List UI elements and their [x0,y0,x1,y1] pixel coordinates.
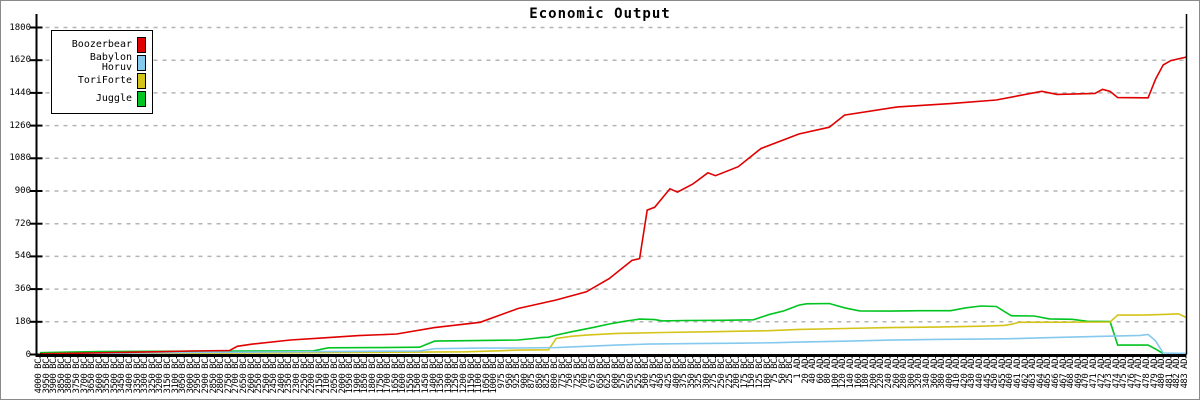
legend-item-babylon-horuv: Babylon Horuv [56,52,146,73]
legend-item-toriforte: ToriForte [56,72,146,90]
y-axis-label: 0 [25,349,31,360]
y-axis-label: 1620 [9,55,31,66]
x-axis-label: 483 AD [1180,359,1190,389]
y-axis-label: 180 [14,316,31,327]
series-line-babylon-horuv [39,333,1187,355]
y-axis-label: 1080 [9,153,31,164]
y-axis-label: 1800 [9,22,31,33]
y-axis-label: 1440 [9,87,31,98]
legend-label: Boozerbear [71,39,132,50]
y-axis-label: 540 [14,251,31,262]
legend-label: ToriForte [77,75,132,86]
series-line-toriforte [39,312,1187,355]
series-line-boozerbear [39,56,1187,355]
legend-swatch-babylon-horuv [137,55,146,71]
legend-swatch-boozerbear [137,37,146,53]
legend-swatch-juggle [137,91,146,107]
legend-item-boozerbear: Boozerbear [56,36,146,54]
y-axis-label: 360 [14,284,31,295]
series-line-juggle [39,302,1164,355]
y-axis-label: 900 [14,186,31,196]
legend-swatch-toriforte [137,73,146,89]
legend-label: Juggle [95,93,132,104]
legend-box: Boozerbear Babylon Horuv ToriForte Juggle [51,30,153,114]
chart-title: Economic Output [529,6,671,22]
legend-label: Babylon Horuv [89,52,132,73]
legend-item-juggle: Juggle [56,90,146,108]
y-axis-label: 720 [14,218,31,229]
y-axis-label: 1260 [9,120,31,131]
